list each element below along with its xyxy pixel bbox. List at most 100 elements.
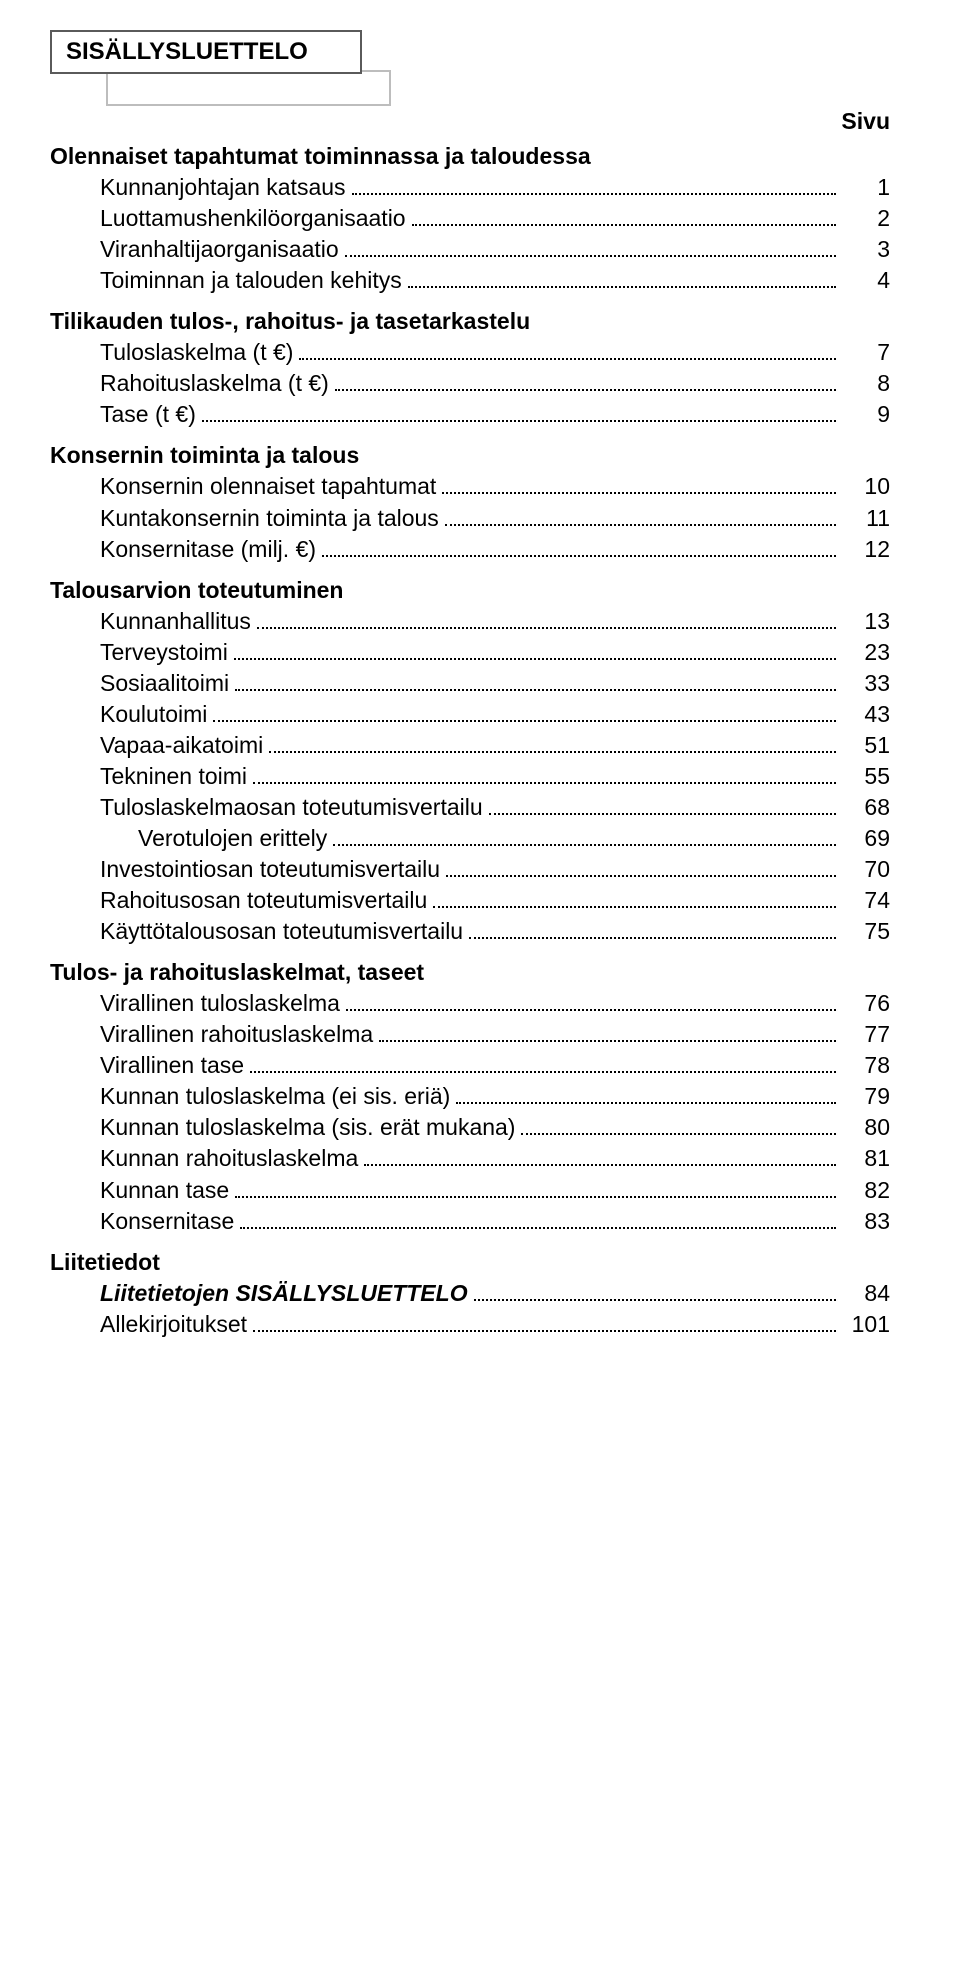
dot-leader bbox=[333, 828, 836, 846]
dot-leader bbox=[322, 538, 836, 556]
toc-row-label: Vapaa-aikatoimi bbox=[100, 730, 263, 761]
toc-row-label: Tekninen toimi bbox=[100, 761, 247, 792]
title-shadow-box bbox=[106, 70, 391, 106]
toc-row: Kunnanhallitus 13 bbox=[100, 606, 890, 637]
dot-leader bbox=[433, 890, 836, 908]
toc-row: Rahoitusosan toteutumisvertailu 74 bbox=[100, 885, 890, 916]
page-column-header-row: Sivu bbox=[50, 108, 890, 135]
toc-row: Investointiosan toteutumisvertailu70 bbox=[100, 854, 890, 885]
toc-row-page: 77 bbox=[842, 1019, 890, 1050]
dot-leader bbox=[456, 1086, 836, 1104]
toc-row-label: Luottamushenkilöorganisaatio bbox=[100, 203, 406, 234]
toc-row-page: 10 bbox=[842, 471, 890, 502]
dot-leader bbox=[474, 1282, 836, 1300]
toc-row-page: 75 bbox=[842, 916, 890, 947]
toc-row-page: 101 bbox=[842, 1309, 890, 1340]
toc-row: Kunnan tase82 bbox=[100, 1175, 890, 1206]
toc-section-heading: Liitetiedot bbox=[50, 1247, 890, 1278]
toc-row-page: 81 bbox=[842, 1143, 890, 1174]
dot-leader bbox=[253, 766, 836, 784]
toc-row-page: 13 bbox=[842, 606, 890, 637]
dot-leader bbox=[235, 672, 836, 690]
toc-row: Virallinen rahoituslaskelma77 bbox=[100, 1019, 890, 1050]
toc-row-page: 69 bbox=[842, 823, 890, 854]
toc-row-label: Virallinen tase bbox=[100, 1050, 244, 1081]
toc-row: Virallinen tuloslaskelma76 bbox=[100, 988, 890, 1019]
toc-row: Viranhaltijaorganisaatio3 bbox=[100, 234, 890, 265]
toc-row: Verotulojen erittely69 bbox=[138, 823, 890, 854]
toc-row-page: 12 bbox=[842, 534, 890, 565]
toc-row-label: Kunnan rahoituslaskelma bbox=[100, 1143, 358, 1174]
toc-row-label: Koulutoimi bbox=[100, 699, 207, 730]
toc-section-heading: Konsernin toiminta ja talous bbox=[50, 440, 890, 471]
toc-row: Konsernitase 83 bbox=[100, 1206, 890, 1237]
toc-row-page: 8 bbox=[842, 368, 890, 399]
toc-section: Tilikauden tulos-, rahoitus- ja tasetark… bbox=[50, 306, 890, 430]
toc-row-label: Tase (t €) bbox=[100, 399, 196, 430]
dot-leader bbox=[335, 373, 836, 391]
toc-row-label: Kunnanjohtajan katsaus bbox=[100, 172, 346, 203]
toc-row-label: Tuloslaskelma (t €) bbox=[100, 337, 293, 368]
dot-leader bbox=[352, 177, 836, 195]
toc-row-page: 79 bbox=[842, 1081, 890, 1112]
page-column-header: Sivu bbox=[841, 108, 890, 135]
toc-row: Konsernin olennaiset tapahtumat 10 bbox=[100, 471, 890, 502]
toc-row-page: 33 bbox=[842, 668, 890, 699]
document-title: SISÄLLYSLUETTELO bbox=[50, 30, 362, 74]
toc-row-page: 43 bbox=[842, 699, 890, 730]
table-of-contents: Olennaiset tapahtumat toiminnassa ja tal… bbox=[50, 141, 890, 1340]
toc-row-page: 80 bbox=[842, 1112, 890, 1143]
toc-row-label: Sosiaalitoimi bbox=[100, 668, 229, 699]
toc-row-page: 55 bbox=[842, 761, 890, 792]
toc-row-label: Toiminnan ja talouden kehitys bbox=[100, 265, 402, 296]
toc-row-page: 83 bbox=[842, 1206, 890, 1237]
toc-row-page: 84 bbox=[842, 1278, 890, 1309]
toc-row-page: 74 bbox=[842, 885, 890, 916]
toc-row-label: Liitetietojen SISÄLLYSLUETTELO bbox=[100, 1278, 468, 1309]
dot-leader bbox=[446, 859, 836, 877]
dot-leader bbox=[240, 1210, 836, 1228]
toc-row-label: Kunnan tuloslaskelma (ei sis. eriä) bbox=[100, 1081, 450, 1112]
toc-row-label: Tuloslaskelmaosan toteutumisvertailu bbox=[100, 792, 483, 823]
toc-row-label: Kunnanhallitus bbox=[100, 606, 251, 637]
toc-row: Konsernitase (milj. €)12 bbox=[100, 534, 890, 565]
dot-leader bbox=[379, 1024, 836, 1042]
dot-leader bbox=[202, 404, 836, 422]
dot-leader bbox=[346, 993, 836, 1011]
toc-row: Kunnan tuloslaskelma (ei sis. eriä) 79 bbox=[100, 1081, 890, 1112]
toc-row-label: Rahoituslaskelma (t €) bbox=[100, 368, 329, 399]
dot-leader bbox=[412, 208, 836, 226]
toc-row: Allekirjoitukset101 bbox=[100, 1309, 890, 1340]
toc-row-page: 78 bbox=[842, 1050, 890, 1081]
title-container: SISÄLLYSLUETTELO bbox=[50, 30, 890, 82]
toc-row-page: 70 bbox=[842, 854, 890, 885]
toc-row: Vapaa-aikatoimi51 bbox=[100, 730, 890, 761]
toc-section: Tulos- ja rahoituslaskelmat, taseetViral… bbox=[50, 957, 890, 1236]
toc-section: Talousarvion toteutuminenKunnanhallitus 1… bbox=[50, 575, 890, 948]
toc-row: Käyttötalousosan toteutumisvertailu 75 bbox=[100, 916, 890, 947]
dot-leader bbox=[364, 1148, 836, 1166]
toc-row-page: 4 bbox=[842, 265, 890, 296]
toc-section: Konsernin toiminta ja talousKonsernin ol… bbox=[50, 440, 890, 564]
toc-row-label: Konsernitase bbox=[100, 1206, 234, 1237]
toc-row-label: Kunnan tase bbox=[100, 1175, 229, 1206]
toc-section: Olennaiset tapahtumat toiminnassa ja tal… bbox=[50, 141, 890, 296]
dot-leader bbox=[257, 610, 836, 628]
dot-leader bbox=[234, 641, 836, 659]
toc-row: Kunnan tuloslaskelma (sis. erät mukana)8… bbox=[100, 1112, 890, 1143]
dot-leader bbox=[442, 476, 836, 494]
toc-row-page: 68 bbox=[842, 792, 890, 823]
toc-row: Tekninen toimi 55 bbox=[100, 761, 890, 792]
toc-section-heading: Talousarvion toteutuminen bbox=[50, 575, 890, 606]
toc-row-label: Virallinen tuloslaskelma bbox=[100, 988, 340, 1019]
toc-row-label: Viranhaltijaorganisaatio bbox=[100, 234, 339, 265]
toc-row-label: Konsernin olennaiset tapahtumat bbox=[100, 471, 436, 502]
toc-row: Kunnanjohtajan katsaus1 bbox=[100, 172, 890, 203]
toc-row-label: Käyttötalousosan toteutumisvertailu bbox=[100, 916, 463, 947]
toc-section-heading: Tilikauden tulos-, rahoitus- ja tasetark… bbox=[50, 306, 890, 337]
toc-row: Koulutoimi 43 bbox=[100, 699, 890, 730]
toc-section-heading: Tulos- ja rahoituslaskelmat, taseet bbox=[50, 957, 890, 988]
toc-row-label: Rahoitusosan toteutumisvertailu bbox=[100, 885, 427, 916]
dot-leader bbox=[521, 1117, 836, 1135]
dot-leader bbox=[213, 703, 836, 721]
